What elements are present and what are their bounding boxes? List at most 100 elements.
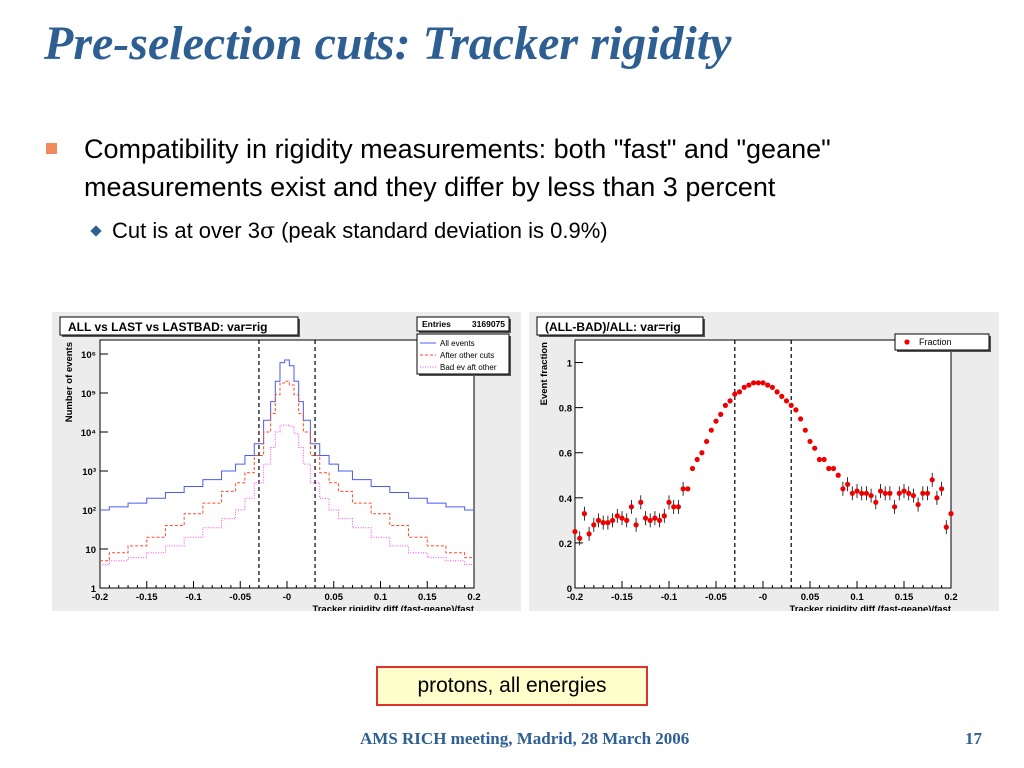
data-point <box>845 481 851 487</box>
data-point <box>577 535 583 541</box>
y-tick-label: 10⁶ <box>81 350 96 361</box>
data-point <box>765 382 771 388</box>
data-point <box>882 490 888 496</box>
legend-frame <box>894 333 990 351</box>
data-point <box>704 438 710 445</box>
data-point <box>746 382 752 388</box>
x-tick-label: -0 <box>283 592 291 603</box>
plot-area <box>574 339 952 589</box>
data-point <box>906 490 912 496</box>
data-point <box>619 515 625 521</box>
data-point <box>755 380 761 386</box>
data-point <box>605 520 611 526</box>
bullet-text: Compatibility in rigidity measurements: … <box>84 134 831 202</box>
caption-box: protons, all energies <box>376 666 648 706</box>
histogram-panel: ALL vs LAST vs LASTBAD: var=rig -0.2 -0.15… <box>52 312 521 611</box>
x-axis-label: Tracker rigidity diff (fast-geane)/fast <box>312 604 474 611</box>
data-point <box>788 402 794 408</box>
x-tick-label: -0.1 <box>661 592 678 603</box>
sub-bullet-item: Cut is at over 3σ (peak standard deviati… <box>84 216 1004 247</box>
data-point <box>812 445 818 451</box>
data-point <box>835 472 841 478</box>
y-tick-label: 0 <box>567 584 572 595</box>
square-bullet-icon <box>46 143 57 154</box>
y-tick-label: 0.2 <box>559 539 572 550</box>
data-point <box>718 411 724 417</box>
plot-area <box>99 339 475 589</box>
data-point <box>732 391 738 397</box>
data-point <box>614 513 620 519</box>
data-point <box>642 515 649 521</box>
x-tick-label: 0.2 <box>944 592 957 603</box>
stats-value: 3169075 <box>472 319 505 329</box>
data-point <box>727 398 733 404</box>
y-axis-label: Event fraction <box>539 342 550 406</box>
stats-frame <box>416 316 510 332</box>
data-point <box>802 427 808 433</box>
data-point <box>779 393 785 399</box>
data-point <box>708 427 714 433</box>
x-axis-label: Tracker rigidity diff (fast-geane)/fast <box>789 604 951 611</box>
y-tick-label: 10⁵ <box>81 389 96 400</box>
data-point <box>666 499 672 505</box>
data-point <box>920 490 926 496</box>
y-tick-label: 10 <box>85 545 96 556</box>
data-point <box>722 402 728 408</box>
x-tick-label: 0.05 <box>325 592 344 603</box>
histogram-chart: ALL vs LAST vs LASTBAD: var=rig -0.2 -0.15… <box>52 312 521 611</box>
data-point <box>783 398 790 404</box>
data-point <box>736 389 743 395</box>
data-point <box>868 492 874 499</box>
sub-bullet-text-end: (peak standard deviation is 0.9%) <box>274 218 608 243</box>
y-tick-label: 1 <box>567 359 573 370</box>
legend: Fraction <box>894 333 991 352</box>
y-tick-label: 1 <box>91 584 97 595</box>
data-point <box>741 384 747 390</box>
data-point <box>694 456 700 463</box>
y-tick-label: 0.4 <box>559 494 573 505</box>
title-frame <box>536 316 704 336</box>
data-point <box>680 486 686 492</box>
data-point <box>948 511 954 517</box>
y-axis-label: Number of events <box>64 342 75 422</box>
data-point <box>793 407 799 413</box>
y-tick-label: 0.8 <box>559 404 572 415</box>
data-point <box>774 389 780 395</box>
stats-box: Entries 3169075 <box>416 316 511 333</box>
y-tick-label: 10⁴ <box>81 428 97 439</box>
data-point <box>638 499 644 505</box>
x-tick-label: -0 <box>759 592 767 603</box>
data-point <box>896 490 902 496</box>
x-tick-label: -0.15 <box>611 592 633 603</box>
data-point <box>934 495 940 501</box>
data-point <box>769 384 775 390</box>
bullet-list: Compatibility in rigidity measurements: … <box>44 130 1004 247</box>
data-point <box>929 477 935 483</box>
data-point <box>854 488 860 494</box>
x-tick-label: -0.05 <box>229 592 251 603</box>
data-point <box>581 511 587 517</box>
series-line-0 <box>100 359 474 511</box>
data-point <box>807 438 813 445</box>
data-point <box>633 522 639 528</box>
data-point <box>685 486 691 492</box>
data-point <box>595 517 602 523</box>
data-point <box>924 490 931 496</box>
y-tick-label: 0.6 <box>559 449 572 460</box>
data-point <box>628 504 634 510</box>
x-tick-label: 0.15 <box>895 592 914 603</box>
fraction-chart: (ALL-BAD)/ALL: var=rig -0.2 -0.15 -0.1 -0.05… <box>529 312 999 611</box>
data-point <box>586 531 592 537</box>
data-point <box>840 486 846 492</box>
data-point <box>657 517 663 523</box>
data-point <box>915 501 921 508</box>
bullet-item: Compatibility in rigidity measurements: … <box>44 130 1004 206</box>
legend-entry: All events <box>440 339 475 348</box>
legend-entry: Bad ev aft other <box>440 363 497 372</box>
data-point <box>826 465 832 472</box>
data-point <box>647 517 653 523</box>
data-point <box>816 456 822 463</box>
y-tick-label: 10³ <box>82 467 96 478</box>
data-point <box>830 465 837 472</box>
data-point <box>939 486 945 492</box>
